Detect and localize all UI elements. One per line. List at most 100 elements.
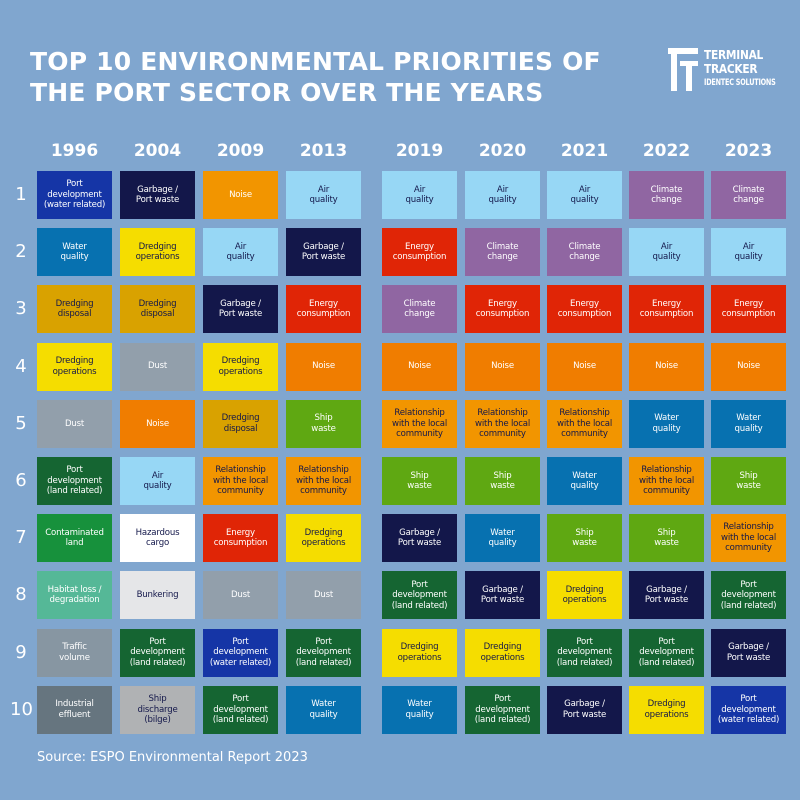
rank-label-2: 2 bbox=[15, 241, 27, 263]
priority-cell-energy: Energy consumption bbox=[629, 285, 704, 334]
priority-cell-climate: Climate change bbox=[629, 171, 704, 219]
priority-cell-relationship: Relationship with the local community bbox=[203, 457, 278, 505]
rank-label-1: 1 bbox=[15, 184, 27, 205]
rank-label-6: 6 bbox=[15, 470, 27, 491]
priority-cell-traffic: Traffic volume bbox=[37, 628, 112, 677]
priority-cell-port-dev-land: Port development (land related) bbox=[382, 571, 457, 620]
priority-cell-air: Air quality bbox=[382, 171, 457, 219]
priority-cell-air: Air quality bbox=[203, 228, 278, 277]
priority-cell-dredging-ops: Dredging operations bbox=[465, 628, 540, 677]
priority-cell-energy: Energy consumption bbox=[203, 514, 278, 563]
priority-cell-dredging-ops: Dredging operations bbox=[203, 342, 278, 391]
title-line-1: TOP 10 ENVIRONMENTAL PRIORITIES OF bbox=[30, 47, 601, 76]
rank-label-9: 9 bbox=[15, 641, 27, 663]
year-header-2020: 2020 bbox=[478, 141, 527, 161]
terminal-tracker-logo-icon bbox=[668, 48, 698, 91]
rank-label-10: 10 bbox=[10, 698, 33, 720]
priority-cell-ship-waste: Ship waste bbox=[711, 457, 786, 505]
priority-cell-contaminated: Contaminated land bbox=[37, 514, 112, 563]
priority-cell-water: Water quality bbox=[547, 457, 622, 505]
title-line-2: THE PORT SECTOR OVER THE YEARS bbox=[30, 78, 544, 107]
priority-cell-energy: Energy consumption bbox=[382, 228, 457, 277]
priority-cell-relationship: Relationship with the local community bbox=[382, 399, 457, 448]
priority-cell-industrial: Industrial effluent bbox=[37, 685, 112, 734]
priority-cell-dredging-ops: Dredging operations bbox=[120, 228, 195, 277]
priority-cell-bunkering: Bunkering bbox=[120, 571, 195, 620]
source-note: Source: ESPO Environmental Report 2023 bbox=[37, 750, 308, 765]
priority-cell-dredging-ops: Dredging operations bbox=[629, 685, 704, 734]
terminal-tracker-logo: TERMINAL TRACKER IDENTEC SOLUTIONS bbox=[668, 48, 778, 94]
logo-text-tracker: TRACKER bbox=[704, 61, 758, 76]
priority-cell-air: Air quality bbox=[547, 171, 622, 219]
logo-text-identec: IDENTEC SOLUTIONS bbox=[704, 78, 776, 88]
year-header-2022: 2022 bbox=[642, 141, 691, 161]
priority-cell-water: Water quality bbox=[711, 399, 786, 448]
priority-cell-climate: Climate change bbox=[465, 228, 540, 277]
rank-label-5: 5 bbox=[15, 412, 27, 434]
priority-cell-relationship: Relationship with the local community bbox=[465, 399, 540, 448]
priority-cell-garbage: Garbage / Port waste bbox=[547, 685, 622, 734]
priority-cell-climate: Climate change bbox=[711, 171, 786, 219]
priority-cell-air: Air quality bbox=[120, 457, 195, 505]
priority-cell-ship-waste: Ship waste bbox=[286, 399, 361, 448]
priority-cell-water: Water quality bbox=[37, 228, 112, 277]
priority-cell-dust: Dust bbox=[37, 399, 112, 448]
priority-cell-garbage: Garbage / Port waste bbox=[382, 514, 457, 563]
priority-cell-water: Water quality bbox=[465, 514, 540, 563]
priority-cell-garbage: Garbage / Port waste bbox=[711, 628, 786, 677]
priority-cell-noise: Noise bbox=[120, 399, 195, 448]
year-header-2023: 2023 bbox=[724, 141, 773, 161]
priority-cell-habitat: Habitat loss / degradation bbox=[37, 571, 112, 620]
priority-cell-energy: Energy consumption bbox=[286, 285, 361, 334]
priority-cell-port-dev-land: Port development (land related) bbox=[629, 628, 704, 677]
rank-label-7: 7 bbox=[15, 527, 27, 549]
rank-label-4: 4 bbox=[15, 355, 27, 377]
priority-cell-port-dev-land: Port development (land related) bbox=[120, 628, 195, 677]
priority-cell-air: Air quality bbox=[465, 171, 540, 219]
priority-cell-dredging-disposal: Dredging disposal bbox=[37, 285, 112, 334]
priority-cell-noise: Noise bbox=[547, 342, 622, 391]
priority-cell-dust: Dust bbox=[120, 342, 195, 391]
priority-cell-garbage: Garbage / Port waste bbox=[629, 571, 704, 620]
priority-cell-water: Water quality bbox=[629, 399, 704, 448]
priority-cell-relationship: Relationship with the local community bbox=[711, 514, 786, 563]
priority-cell-port-dev-water: Port development (water related) bbox=[711, 685, 786, 734]
year-header-2009: 2009 bbox=[216, 141, 265, 161]
priority-cell-ship-discharge: Ship discharge (bilge) bbox=[120, 685, 195, 734]
priority-cell-noise-light: Noise bbox=[203, 171, 278, 219]
priority-cell-energy: Energy consumption bbox=[711, 285, 786, 334]
priority-cell-water: Water quality bbox=[286, 685, 361, 734]
priority-cell-noise: Noise bbox=[382, 342, 457, 391]
year-header-1996: 1996 bbox=[50, 141, 99, 161]
priority-cell-energy: Energy consumption bbox=[547, 285, 622, 334]
priority-cell-noise: Noise bbox=[629, 342, 704, 391]
priority-cell-garbage: Garbage / Port waste bbox=[465, 571, 540, 620]
priority-cell-dust: Dust bbox=[286, 571, 361, 620]
priority-cell-dredging-disposal: Dredging disposal bbox=[203, 399, 278, 448]
priority-cell-port-dev-land: Port development (land related) bbox=[286, 628, 361, 677]
priority-cell-ship-waste: Ship waste bbox=[547, 514, 622, 563]
priority-cell-air: Air quality bbox=[629, 228, 704, 277]
priority-cell-port-dev-land: Port development (land related) bbox=[37, 457, 112, 505]
priority-cell-port-dev-water: Port development (water related) bbox=[37, 171, 112, 219]
priority-cell-garbage: Garbage / Port waste bbox=[120, 171, 195, 219]
priority-cell-climate: Climate change bbox=[382, 285, 457, 334]
priority-cell-dredging-ops: Dredging operations bbox=[382, 628, 457, 677]
priority-cell-air: Air quality bbox=[286, 171, 361, 219]
priority-cell-ship-waste: Ship waste bbox=[382, 457, 457, 505]
priority-cell-dust: Dust bbox=[203, 571, 278, 620]
rank-label-8: 8 bbox=[15, 584, 27, 606]
priority-cell-port-dev-land: Port development (land related) bbox=[711, 571, 786, 620]
priority-cell-port-dev-water: Port development (water related) bbox=[203, 628, 278, 677]
logo-text-terminal: TERMINAL bbox=[704, 47, 764, 62]
priority-cell-dredging-ops: Dredging operations bbox=[547, 571, 622, 620]
priority-cell-noise: Noise bbox=[286, 342, 361, 391]
priority-cell-water: Water quality bbox=[382, 685, 457, 734]
priority-cell-dredging-ops: Dredging operations bbox=[286, 514, 361, 563]
priority-cell-garbage: Garbage / Port waste bbox=[203, 285, 278, 334]
priority-cell-climate: Climate change bbox=[547, 228, 622, 277]
priority-cell-energy: Energy consumption bbox=[465, 285, 540, 334]
rank-label-3: 3 bbox=[15, 298, 27, 320]
priority-cell-noise: Noise bbox=[465, 342, 540, 391]
year-header-2004: 2004 bbox=[133, 141, 182, 161]
